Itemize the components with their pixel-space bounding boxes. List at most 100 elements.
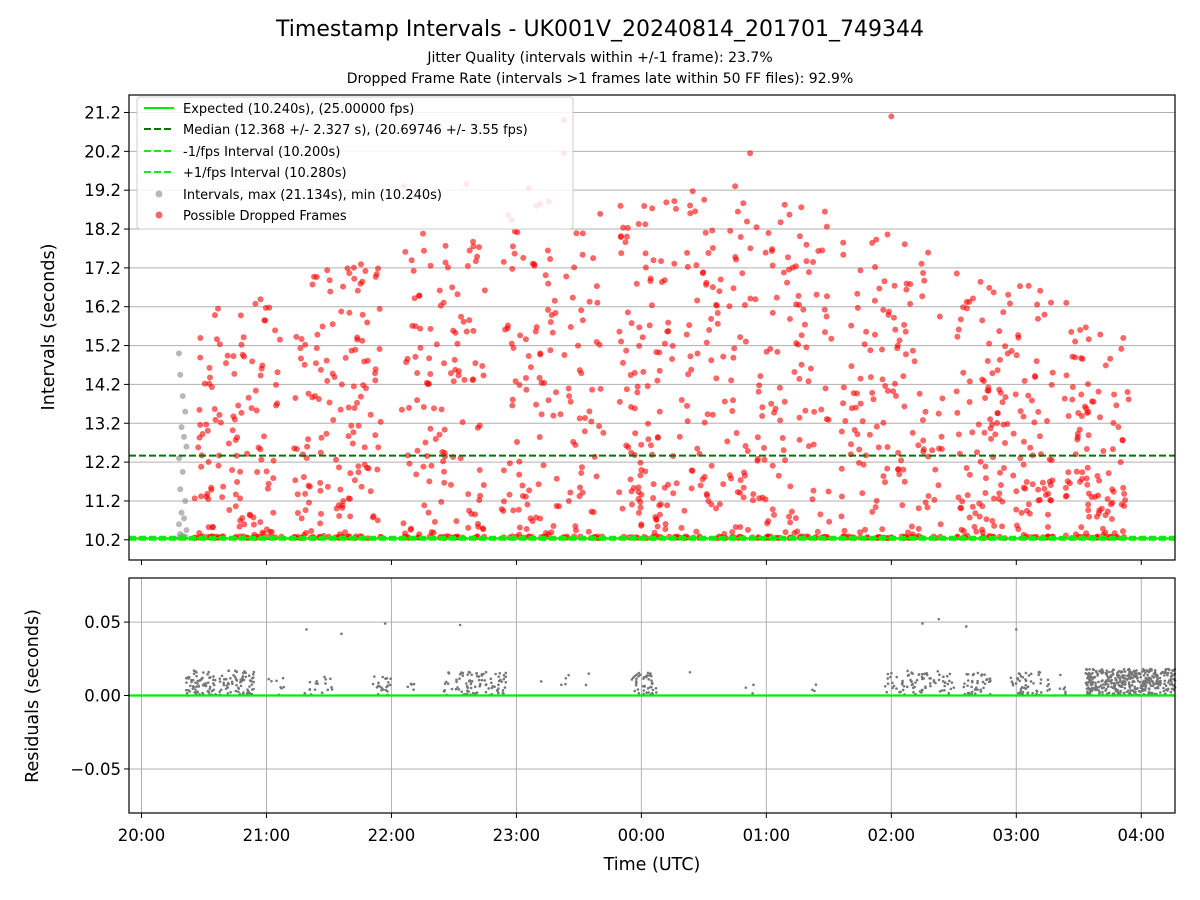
dropped-frame-point (406, 404, 413, 411)
residual-point (234, 677, 238, 681)
residual-point (480, 672, 484, 676)
dropped-frame-point (323, 430, 330, 437)
residual-point (1125, 690, 1128, 694)
dropped-frame-point (645, 436, 652, 443)
dropped-frame-point (590, 255, 597, 262)
dropped-frame-point (309, 394, 316, 401)
dropped-frame-point (1104, 496, 1111, 503)
residual-point (889, 675, 892, 679)
residual-point (886, 677, 890, 680)
residual-point (976, 679, 979, 683)
dropped-frame-point (199, 431, 206, 438)
dropped-frame-point (351, 477, 358, 484)
residual-point (1118, 677, 1121, 680)
dropped-frame-point (1033, 358, 1040, 365)
x-tick-label: 04:00 (1117, 826, 1165, 845)
residual-point (196, 682, 199, 685)
dropped-frame-point (639, 334, 646, 341)
residual-point (450, 687, 454, 691)
dropped-frame-point (969, 429, 976, 436)
dropped-frame-point (364, 357, 371, 364)
dropped-frame-point (624, 224, 631, 231)
dropped-frame-point (1108, 516, 1115, 523)
dropped-frame-point (857, 375, 864, 382)
dropped-frame-point (567, 398, 574, 405)
residual-point (251, 688, 254, 691)
dropped-frame-point (1025, 392, 1032, 399)
dropped-frame-point (920, 437, 927, 444)
dropped-frame-point (724, 438, 731, 445)
dropped-frame-point (201, 380, 208, 387)
residual-point (895, 675, 899, 679)
dropped-frame-point (752, 296, 759, 303)
dropped-frame-point (701, 473, 708, 480)
dropped-frame-point (1075, 410, 1082, 417)
dropped-frame-point (840, 251, 847, 258)
dropped-frame-point (545, 306, 552, 313)
dropped-frame-point (800, 306, 807, 313)
dropped-frame-point (996, 490, 1003, 497)
dropped-frame-point (349, 440, 356, 447)
dropped-frame-point (763, 348, 770, 355)
dropped-frame-point (709, 411, 716, 418)
dropped-frame-point (1119, 437, 1126, 444)
residual-point (1038, 671, 1042, 674)
dropped-frame-point (782, 529, 789, 536)
residual-point (1058, 687, 1062, 690)
dropped-frame-point (688, 485, 695, 492)
dropped-frame-point (859, 418, 866, 425)
dropped-frame-point (1084, 409, 1091, 416)
residual-point (655, 691, 658, 694)
dropped-frame-point (852, 404, 859, 411)
residual-point (1019, 689, 1023, 693)
dropped-frame-point (450, 378, 457, 385)
dropped-frame-point (985, 384, 992, 391)
dropped-frame-point (372, 377, 379, 384)
dropped-frame-point (623, 386, 630, 393)
residual-point (497, 683, 500, 687)
dropped-frame-point (734, 208, 741, 215)
x-tick-label: 00:00 (618, 826, 666, 845)
dropped-frame-point (335, 464, 342, 471)
dropped-frame-point (1115, 423, 1122, 430)
dropped-frame-point (276, 336, 283, 343)
dropped-frame-point (352, 346, 359, 353)
dropped-frame-point (732, 183, 739, 190)
dropped-frame-point (576, 415, 583, 422)
dropped-frame-point (882, 383, 889, 390)
residual-point (192, 672, 196, 676)
dropped-frame-point (337, 486, 344, 493)
dropped-frame-point (825, 488, 832, 495)
dropped-frame-point (377, 418, 384, 425)
dropped-frame-point (1017, 408, 1024, 415)
dropped-frame-point (815, 247, 822, 254)
dropped-frame-point (633, 280, 640, 287)
residual-point (389, 677, 392, 681)
dropped-frame-point (656, 367, 663, 374)
dropped-frame-point (317, 487, 324, 494)
dropped-frame-point (656, 408, 663, 415)
dropped-frame-point (866, 431, 873, 438)
dropped-frame-point (292, 477, 299, 484)
dropped-frame-point (406, 460, 413, 467)
bottom-x-ticks: 20:00 21:00 22:00 23:00 00:00 01:00 02:00 03:00… (118, 813, 1165, 845)
dropped-frame-point (357, 393, 364, 400)
residual-point (886, 672, 890, 676)
dropped-frame-point (871, 331, 878, 338)
dropped-frame-point (470, 243, 477, 250)
dropped-frame-point (821, 329, 828, 336)
residual-point (1027, 674, 1031, 677)
residual-point (1149, 684, 1153, 688)
dropped-frame-point (765, 229, 772, 236)
residual-point (1134, 671, 1137, 675)
residual-point (206, 681, 210, 685)
residual-point (948, 672, 952, 676)
dropped-frame-point (451, 356, 458, 363)
dropped-frame-point (647, 442, 654, 449)
dropped-frame-point (226, 507, 233, 514)
residual-point (1137, 672, 1141, 676)
dropped-frame-point (920, 446, 927, 453)
dropped-frame-point (731, 345, 738, 352)
dropped-frame-point (1086, 513, 1093, 520)
dropped-frame-point (1119, 528, 1126, 535)
